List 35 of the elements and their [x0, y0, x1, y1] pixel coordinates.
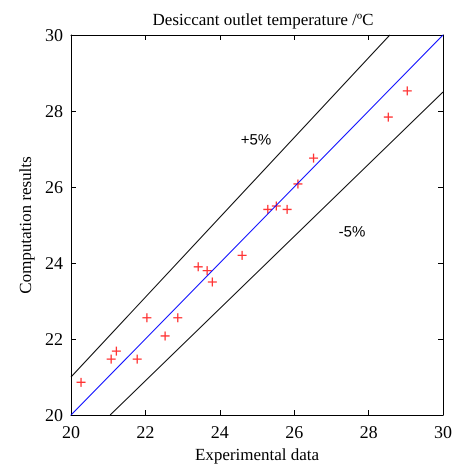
x-axis-title: Experimental data — [194, 444, 320, 464]
point — [132, 354, 142, 364]
x-tick-label: 22 — [136, 422, 154, 442]
annotation: +5% — [240, 132, 272, 148]
point — [106, 354, 116, 364]
point — [383, 112, 394, 122]
y-tick-label: 26 — [45, 177, 63, 197]
x-tick-label: 24 — [210, 422, 229, 442]
point — [262, 204, 273, 215]
point — [193, 262, 204, 272]
point — [236, 250, 248, 261]
annotation: -5% — [338, 224, 366, 240]
x-tick-label: 26 — [285, 422, 304, 442]
y-tick-label: 30 — [45, 25, 63, 45]
point — [292, 178, 304, 190]
point — [282, 204, 292, 215]
y-tick-label: 28 — [45, 101, 63, 121]
y-tick-label: 22 — [45, 329, 63, 349]
x-tick-label: 28 — [360, 422, 378, 442]
point — [202, 265, 212, 276]
y-tick-label: 24 — [45, 253, 63, 273]
chart-title: Desiccant outlet temperature /ºC — [152, 10, 374, 29]
x-tick-label: 30 — [434, 422, 452, 442]
y-tick-label: 20 — [45, 405, 63, 425]
point — [207, 276, 218, 288]
x-tick-label: 20 — [62, 422, 80, 442]
point — [142, 312, 152, 323]
point — [111, 346, 122, 356]
point — [402, 86, 412, 96]
point — [308, 152, 319, 164]
point — [271, 200, 282, 212]
point — [76, 377, 86, 388]
point — [172, 312, 183, 323]
point — [160, 330, 170, 342]
y-axis-title: Computation results — [16, 156, 36, 294]
